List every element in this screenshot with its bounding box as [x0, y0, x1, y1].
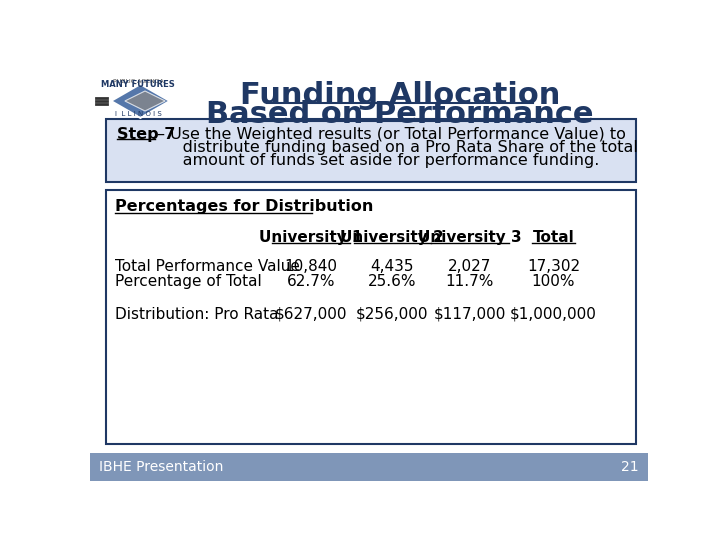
Text: Funding Allocation: Funding Allocation	[240, 81, 560, 110]
Text: University 2: University 2	[341, 230, 444, 245]
Text: Percentages for Distribution: Percentages for Distribution	[114, 199, 373, 214]
FancyBboxPatch shape	[106, 119, 636, 182]
Text: PUBLIC AGENDA: PUBLIC AGENDA	[112, 79, 163, 84]
Text: 10,840: 10,840	[284, 259, 338, 274]
Text: Step 7: Step 7	[117, 126, 176, 141]
Text: Total: Total	[533, 230, 575, 245]
Text: 4,435: 4,435	[371, 259, 414, 274]
Text: University 3: University 3	[418, 230, 521, 245]
Text: Based on Performance: Based on Performance	[206, 99, 594, 129]
Text: Distribution: Pro Rata: Distribution: Pro Rata	[114, 307, 279, 322]
Text: 11.7%: 11.7%	[446, 274, 494, 289]
FancyBboxPatch shape	[90, 453, 648, 481]
Text: 25.6%: 25.6%	[368, 274, 416, 289]
FancyBboxPatch shape	[106, 190, 636, 444]
Text: 2,027: 2,027	[448, 259, 492, 274]
Text: I  L L I N O I S: I L L I N O I S	[114, 111, 161, 117]
Text: $1,000,000: $1,000,000	[510, 307, 597, 322]
Text: Total Performance Value: Total Performance Value	[114, 259, 300, 274]
Text: University 1: University 1	[259, 230, 363, 245]
Polygon shape	[125, 91, 165, 111]
Text: amount of funds set aside for performance funding.: amount of funds set aside for performanc…	[157, 153, 599, 168]
Text: Percentage of Total: Percentage of Total	[114, 274, 261, 289]
Text: 21: 21	[621, 460, 639, 474]
Text: IBHE Presentation: IBHE Presentation	[99, 460, 224, 474]
Text: MANY FUTURES: MANY FUTURES	[102, 80, 175, 89]
Text: 17,302: 17,302	[527, 259, 580, 274]
Text: – Use the Weighted results (or Total Performance Value) to: – Use the Weighted results (or Total Per…	[157, 126, 626, 141]
Text: 62.7%: 62.7%	[287, 274, 335, 289]
Text: distribute funding based on a Pro Rata Share of the total: distribute funding based on a Pro Rata S…	[157, 140, 637, 154]
Text: $627,000: $627,000	[274, 307, 347, 322]
Text: $117,000: $117,000	[433, 307, 506, 322]
Polygon shape	[111, 84, 170, 118]
Text: $256,000: $256,000	[356, 307, 428, 322]
Text: 100%: 100%	[531, 274, 575, 289]
